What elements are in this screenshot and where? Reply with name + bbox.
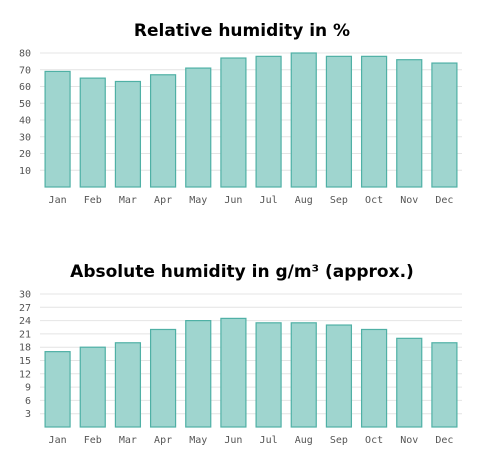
abs-bar-apr: [149, 328, 177, 428]
rel-x-tick-label: May: [189, 195, 207, 206]
rel-y-tick-label: 20: [19, 149, 31, 160]
abs-x-tick-label: Mar: [119, 435, 137, 446]
abs-bar-aug: [290, 322, 317, 428]
abs-y-tick-label: 12: [19, 369, 31, 380]
rel-bar-feb: [79, 77, 106, 188]
abs-y-tick-label: 21: [19, 329, 31, 340]
rel-bar-may: [185, 67, 212, 188]
abs-y-tick-label: 15: [19, 356, 31, 367]
rel-y-tick-label: 40: [19, 116, 31, 127]
abs-bar-feb: [79, 346, 106, 428]
abs-x-tick-label: Dec: [435, 435, 453, 446]
rel-bar-aug: [290, 52, 317, 188]
abs-x-tick-label: Aug: [295, 435, 313, 446]
abs-bar-may: [185, 320, 212, 428]
rel-y-tick-label: 80: [19, 49, 31, 60]
rel-x-tick-label: Mar: [119, 195, 137, 206]
abs-y-tick-label: 24: [19, 316, 31, 327]
rel-x-tick-label: Aug: [295, 195, 313, 206]
rel-bar-oct: [360, 55, 388, 188]
abs-x-tick-label: Nov: [400, 435, 418, 446]
rel-bar-dec: [431, 62, 458, 188]
rel-bar-jan: [44, 70, 71, 188]
rel-y-tick-label: 30: [19, 132, 31, 143]
abs-bar-sep: [325, 324, 353, 428]
rel-y-tick-label: 50: [19, 99, 31, 110]
rel-y-tick-label: 70: [19, 65, 31, 76]
rel-x-tick-label: Jun: [224, 195, 242, 206]
rel-x-tick-label: Apr: [154, 195, 172, 206]
abs-x-tick-label: Apr: [154, 435, 172, 446]
abs-x-tick-label: Jan: [49, 435, 67, 446]
abs-x-tick-label: Feb: [84, 435, 102, 446]
abs-x-tick-label: Jul: [260, 435, 278, 446]
abs-bar-mar: [114, 342, 142, 428]
rel-bar-sep: [325, 55, 353, 188]
abs-x-tick-label: Oct: [365, 435, 383, 446]
abs-y-tick-label: 3: [25, 409, 31, 420]
abs-bar-jan: [44, 351, 71, 428]
rel-x-tick-label: Nov: [400, 195, 418, 206]
rel-bar-jun: [220, 57, 247, 188]
chart-title-relative-humidity: Relative humidity in %: [133, 21, 351, 41]
rel-x-tick-label: Oct: [365, 195, 383, 206]
abs-y-tick-label: 30: [19, 290, 31, 301]
abs-y-tick-label: 27: [19, 303, 31, 314]
abs-bar-jul: [255, 322, 282, 428]
abs-bar-nov: [396, 337, 423, 428]
rel-x-tick-label: Jul: [260, 195, 278, 206]
rel-x-tick-label: Feb: [84, 195, 102, 206]
rel-x-tick-label: Jan: [49, 195, 67, 206]
abs-y-tick-label: 18: [19, 343, 31, 354]
rel-y-tick-label: 60: [19, 82, 31, 93]
rel-bar-mar: [114, 80, 142, 188]
relative-humidity-chart: 10 20 30 40 50 60 70 80 Jan Feb Mar Apr May Jun Jul Aug…: [19, 49, 462, 206]
abs-x-tick-label: May: [189, 435, 207, 446]
abs-x-tick-label: Sep: [330, 435, 348, 446]
abs-y-tick-label: 9: [25, 383, 31, 394]
abs-bar-dec: [431, 342, 458, 428]
abs-y-tick-label: 6: [25, 396, 31, 407]
rel-bar-apr: [149, 74, 177, 188]
rel-y-tick-label: 10: [19, 166, 31, 177]
abs-bar-jun: [220, 317, 247, 428]
rel-x-tick-label: Dec: [435, 195, 453, 206]
abs-x-tick-label: Jun: [224, 435, 242, 446]
rel-bar-nov: [396, 59, 423, 188]
chart-title-absolute-humidity: Absolute humidity in g/m³ (approx.): [70, 262, 414, 282]
abs-bar-oct: [360, 328, 388, 428]
rel-bar-jul: [255, 55, 282, 188]
rel-x-tick-label: Sep: [330, 195, 348, 206]
